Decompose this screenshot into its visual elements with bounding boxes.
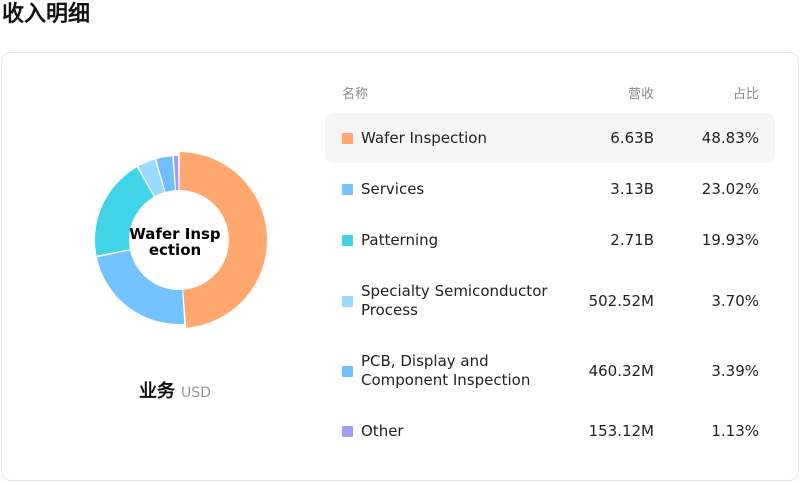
- segment-revenue: 460.32M: [588, 361, 654, 380]
- donut-slice-2[interactable]: [96, 250, 185, 324]
- donut-slice-3[interactable]: [95, 167, 154, 256]
- caption-label: 业务: [139, 381, 176, 402]
- segment-revenue: 6.63B: [610, 128, 654, 147]
- segment-share: 23.02%: [701, 179, 759, 198]
- legend-swatch: [342, 295, 353, 307]
- page-title: 收入明细: [2, 2, 91, 27]
- segment-name: Wafer Inspection: [361, 128, 487, 147]
- segment-share: 3.70%: [711, 291, 759, 310]
- donut-slice-1[interactable]: [179, 152, 268, 328]
- segment-share: 3.39%: [711, 361, 759, 380]
- segment-row[interactable]: PCB, Display and Component Inspection 460…: [325, 342, 775, 400]
- donut-chart: [84, 145, 274, 335]
- chart-caption: 业务 USD: [0, 377, 350, 403]
- column-header-share: 占比: [732, 87, 759, 102]
- segment-revenue: 3.13B: [610, 179, 654, 198]
- donut-slice-4[interactable]: [138, 159, 165, 197]
- segment-revenue: 502.52M: [588, 291, 654, 310]
- legend-swatch: [342, 183, 353, 195]
- donut-slice-5[interactable]: [156, 156, 175, 192]
- legend-swatch: [342, 365, 353, 377]
- segment-share: 19.93%: [701, 230, 759, 249]
- column-header-revenue: 营收: [627, 87, 654, 102]
- legend-swatch: [342, 234, 353, 246]
- segment-name: PCB, Display and Component Inspection: [361, 352, 531, 389]
- segment-share: 48.83%: [701, 128, 759, 147]
- legend-swatch: [342, 132, 353, 144]
- segment-name: Services: [361, 179, 425, 198]
- segment-name: Other: [361, 421, 404, 440]
- donut-slice-6[interactable]: [173, 156, 179, 191]
- segment-row[interactable]: Patterning 2.71B 19.93%: [325, 215, 775, 265]
- donut-chart-svg: [95, 152, 268, 328]
- segment-share: 1.13%: [711, 421, 759, 440]
- legend-swatch: [342, 425, 353, 437]
- column-header-name: 名称: [342, 87, 369, 102]
- donut-center-label: Wafer Inspection: [129, 225, 221, 259]
- segment-revenue: 2.71B: [610, 230, 654, 249]
- segment-row[interactable]: Other 153.12M 1.13%: [325, 406, 775, 456]
- segment-row[interactable]: Wafer Inspection 6.63B 48.83%: [325, 113, 775, 163]
- segment-revenue: 153.12M: [588, 421, 654, 440]
- segment-row[interactable]: Specialty Semiconductor Process 502.52M 3.…: [325, 272, 775, 330]
- caption-unit: USD: [181, 385, 211, 401]
- segment-row[interactable]: Services 3.13B 23.02%: [325, 164, 775, 214]
- segment-name: Patterning: [361, 230, 439, 249]
- segment-name: Specialty Semiconductor Process: [361, 282, 548, 319]
